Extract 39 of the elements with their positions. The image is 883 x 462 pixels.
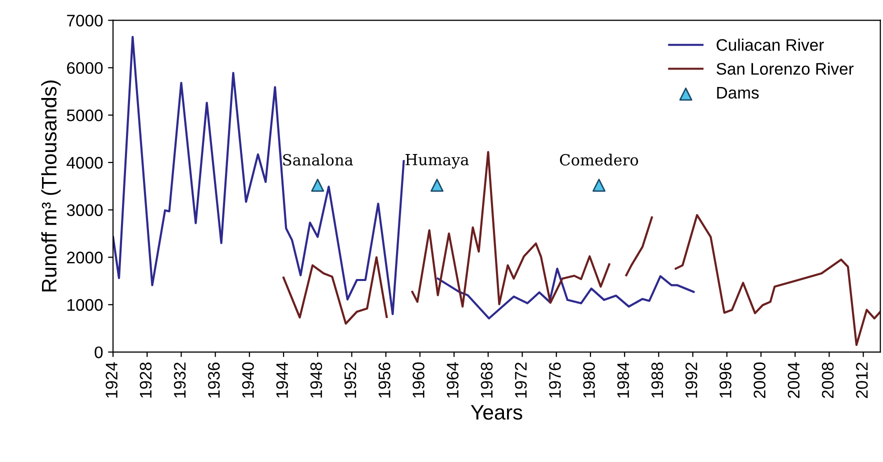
x-tick-label: 2012 xyxy=(856,362,868,398)
x-tick-label: 1960 xyxy=(412,362,424,398)
x-tick-label: 1928 xyxy=(140,362,152,398)
x-tick-label: 2000 xyxy=(754,362,766,398)
legend-label: Culiacan River xyxy=(716,38,824,51)
y-tick-label: 6000 xyxy=(67,62,103,74)
legend-label: San Lorenzo River xyxy=(716,62,854,75)
x-tick-label: 1980 xyxy=(583,362,595,398)
x-tick-label: 1948 xyxy=(310,362,322,398)
x-tick-label: 1932 xyxy=(174,362,186,398)
y-axis-title: Runoff m³ (Thousands) xyxy=(41,80,61,292)
x-tick-label: 1964 xyxy=(446,362,459,398)
legend-label: Dams xyxy=(717,86,759,99)
y-tick-label: 2000 xyxy=(67,252,103,264)
x-tick-label: 1924 xyxy=(106,362,118,398)
x-tick-label: 1944 xyxy=(276,362,288,398)
x-tick-label: 1984 xyxy=(617,362,630,398)
x-tick-label: 1976 xyxy=(549,362,561,398)
x-axis-title: Years xyxy=(470,405,522,420)
annotation: Humaya xyxy=(406,154,469,169)
x-tick-label: 1940 xyxy=(242,362,254,398)
y-tick-label: 4000 xyxy=(66,156,103,169)
y-tick-label: 7000 xyxy=(67,14,103,27)
x-tick-label: 1988 xyxy=(651,362,664,398)
y-tick-label: 0 xyxy=(94,346,103,358)
annotation: Comedero xyxy=(560,154,638,166)
y-tick-label: 5000 xyxy=(66,110,103,122)
annotation: Sanalona xyxy=(283,154,353,166)
x-tick-label: 1956 xyxy=(378,362,390,398)
x-tick-label: 1992 xyxy=(685,362,698,398)
x-tick-label: 1936 xyxy=(208,362,220,398)
x-tick-label: 2004 xyxy=(788,362,800,398)
x-tick-label: 1968 xyxy=(480,362,493,398)
x-tick-label: 1996 xyxy=(720,362,732,398)
x-tick-label: 1972 xyxy=(514,362,527,398)
y-tick-label: 3000 xyxy=(66,204,103,216)
x-tick-label: 1952 xyxy=(344,362,356,398)
y-tick-label: 1000 xyxy=(68,299,103,311)
x-tick-label: 2008 xyxy=(822,362,834,398)
